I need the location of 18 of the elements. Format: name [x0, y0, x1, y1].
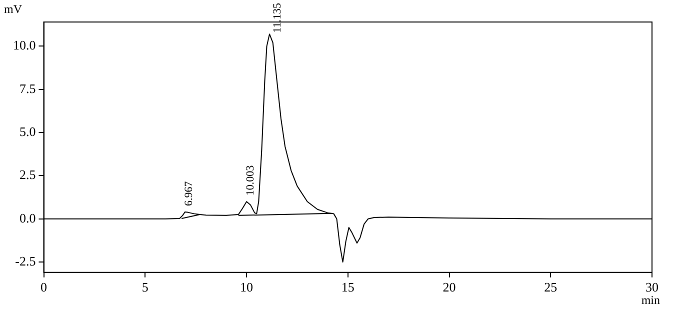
y-tick-label: -2.5 [15, 253, 36, 268]
y-tick-label: 5.0 [20, 124, 36, 139]
x-tick-label: 10 [240, 280, 253, 295]
x-tick-label: 5 [142, 280, 148, 295]
y-tick-label: 0.0 [20, 210, 36, 226]
y-tick-label: 2.5 [20, 167, 36, 182]
y-tick-label: 7.5 [20, 80, 36, 96]
y-axis-title: mV [4, 2, 22, 16]
y-tick-label: 10.0 [13, 38, 36, 53]
x-tick-label: 0 [40, 280, 47, 295]
annotation: 10.003 [244, 164, 256, 196]
x-axis-title: min [641, 293, 660, 308]
x-tick-label: 30 [646, 280, 658, 295]
annotation: 6.967 [182, 180, 195, 206]
x-tick-label: 15 [341, 280, 354, 295]
annotation: 11.135 [271, 2, 284, 33]
x-tick-label: 25 [544, 280, 558, 295]
x-tick-label: 20 [442, 280, 456, 295]
